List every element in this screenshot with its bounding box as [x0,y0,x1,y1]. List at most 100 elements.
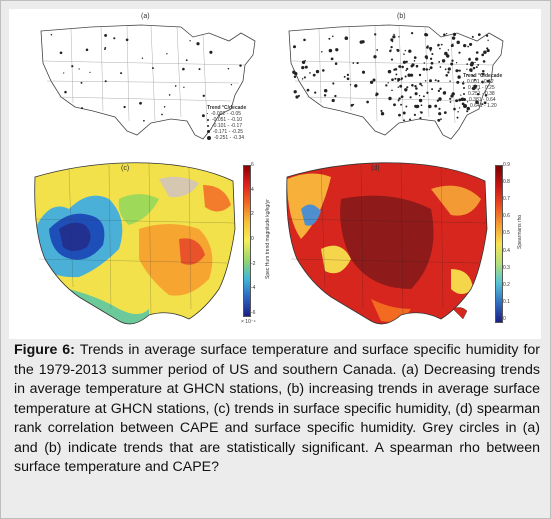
panel-c-colorbar-exponent: × 10⁻⁴ [241,319,256,325]
station-dot [471,35,474,38]
colorbar-tick: -6 [251,310,256,316]
station-dot [447,49,450,51]
station-dot [449,97,452,100]
station-dot [394,77,397,80]
panel-a-legend-item: -0.051 - -0.10 [207,117,246,123]
station-dot [198,68,201,71]
station-dot [369,80,374,84]
station-dot [430,61,434,65]
station-dot [413,56,417,59]
station-dot [373,55,377,59]
station-dot [477,89,479,91]
panel-a-legend-item: -0.101 - -0.17 [207,123,246,129]
station-dot [301,78,304,80]
station-dot [418,98,423,103]
station-dot [388,96,392,101]
station-dot [407,73,411,77]
station-dot [413,60,416,62]
station-dot [303,38,306,42]
station-dot [375,94,378,97]
station-dot [466,110,469,113]
station-dot [482,69,485,73]
station-dot [404,75,407,78]
station-dot [293,45,296,49]
station-dot [434,104,438,108]
station-dot [374,33,377,36]
station-dot [403,119,406,122]
station-dot [396,48,399,51]
station-dot [476,93,480,96]
station-dot [484,94,488,97]
station-dot [475,51,479,54]
station-dot [406,86,409,89]
station-dot [406,67,409,70]
station-dot [458,51,461,54]
station-dot [466,74,468,76]
panel-b-legend-item: 0.121 - 0.25 [463,85,502,91]
station-dot [415,106,418,109]
station-dot [352,62,355,64]
station-dot [314,91,317,94]
station-dot [453,107,456,111]
station-dot [294,91,296,93]
station-dot [410,64,414,68]
station-dot [174,85,177,87]
station-dot [481,80,484,84]
station-dot [428,104,432,109]
caption-text: Trends in average surface temperature an… [14,342,541,475]
station-dot [483,101,487,105]
station-dot [123,105,126,109]
station-dot [409,96,412,99]
station-dot [163,106,166,108]
station-dot [387,82,389,84]
station-dot [439,66,442,68]
station-dot [323,94,327,97]
station-dot [463,43,467,48]
panel-c-label: (c) [121,165,130,172]
station-dot [475,100,479,104]
station-dot [354,84,358,88]
station-dot [429,49,432,52]
station-dot [466,63,469,65]
station-dot [328,48,333,53]
panel-b-legend: Trend °C/decade 0.001 - 0.12 0.121 - 0.2… [463,73,502,109]
station-dot [414,84,417,88]
station-dot [475,57,479,61]
panel-d-label: (d) [371,165,380,172]
station-dot [443,111,447,114]
station-dot [481,103,484,105]
colorbar-tick: 4 [251,186,254,193]
station-dot [183,86,185,88]
station-dot [415,64,419,68]
colorbar-tick: 2 [251,211,254,218]
station-dot [485,34,489,37]
station-dot [376,49,379,51]
station-dot [414,92,418,96]
station-dot [419,117,422,120]
station-dot [461,82,465,85]
station-dot [455,99,459,103]
station-dot [441,59,446,63]
station-dot [201,114,205,118]
station-dot [451,92,455,96]
station-dot [330,57,334,61]
station-dot [411,84,414,87]
station-dot [477,63,480,66]
station-dot [64,90,67,94]
station-dot [239,64,242,67]
station-dot [315,69,320,74]
station-dot [293,75,297,79]
station-dot [120,72,123,75]
station-dot [443,33,446,37]
station-dot [456,80,460,84]
panel-b-legend-item: 0.381 - 0.64 [463,97,502,103]
panel-b-label: (b) [397,13,406,20]
station-dot [196,42,200,46]
panel-d: (d) 0.9 0.8 0.7 0.6 0.5 0.4 0.3 0.2 0.1 0 Spearma… [281,159,537,337]
station-dot [389,49,392,53]
station-dot [486,79,490,83]
station-dot [403,53,405,55]
station-dot [467,45,469,48]
station-dot [425,68,429,71]
